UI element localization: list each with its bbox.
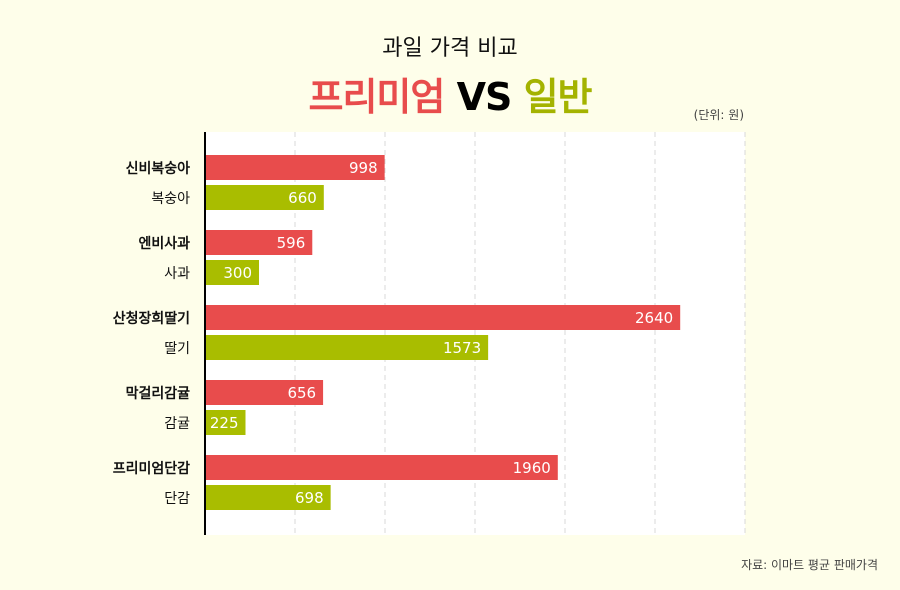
category-label: 사과 (164, 266, 190, 282)
value-label: 1573 (443, 339, 481, 357)
value-label: 1960 (513, 459, 551, 477)
general-bar (205, 335, 489, 360)
title-general: 일반 (523, 75, 593, 119)
premium-bar (205, 155, 385, 180)
category-label: 프리미엄단감 (113, 460, 190, 477)
premium-bar (205, 230, 313, 255)
value-label: 998 (349, 159, 378, 177)
premium-bar (205, 380, 324, 405)
unit-label: (단위: 원) (693, 108, 744, 122)
chart-subtitle: 과일 가격 비교 (382, 36, 518, 61)
value-label: 596 (277, 234, 306, 252)
value-label: 660 (288, 189, 317, 207)
chart-title: 프리미엄 VS 일반 (0, 66, 900, 121)
premium-bar (205, 305, 681, 330)
category-label: 막걸리감귤 (126, 385, 191, 402)
value-label: 300 (223, 264, 252, 282)
title-vs: VS (456, 75, 513, 119)
general-bar (205, 485, 331, 510)
category-label: 복숭아 (151, 191, 190, 207)
value-label: 656 (287, 384, 316, 402)
value-label: 698 (295, 489, 324, 507)
category-label: 감귤 (164, 416, 190, 432)
general-bar (205, 410, 246, 435)
value-label: 2640 (635, 309, 673, 327)
category-label: 신비복숭아 (126, 160, 191, 177)
category-label: 단감 (164, 491, 190, 507)
category-label: 엔비사과 (138, 235, 190, 252)
general-bar (205, 185, 324, 210)
value-label: 225 (210, 414, 239, 432)
category-label: 산청장희딸기 (113, 310, 190, 327)
title-premium: 프리미엄 (308, 75, 445, 119)
category-label: 딸기 (164, 341, 190, 357)
general-bar (205, 260, 259, 285)
premium-bar (205, 455, 558, 480)
source-note: 자료: 이마트 평균 판매가격 (741, 558, 878, 572)
